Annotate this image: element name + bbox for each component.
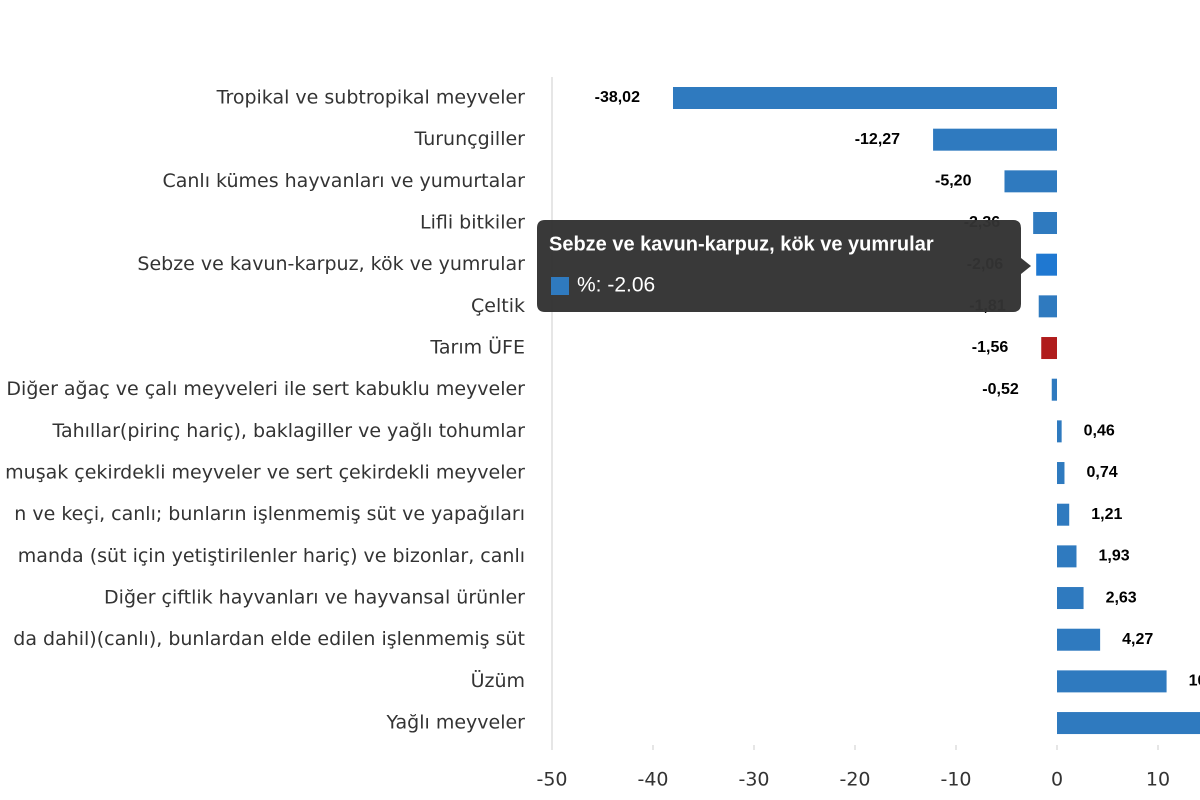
value-label: -5,20 [935, 173, 972, 190]
bar [1004, 170, 1057, 193]
bar [1051, 378, 1057, 401]
category-label: Diğer ağaç ve çalı meyveleri ile sert ka… [6, 378, 525, 400]
bar [933, 128, 1057, 151]
value-label: 1,93 [1098, 548, 1129, 565]
category-label: Lifli bitkiler [420, 212, 525, 234]
bar [1057, 712, 1200, 735]
value-label: 4,27 [1122, 631, 1153, 648]
x-tick-label: -10 [940, 769, 971, 791]
bar [1033, 212, 1057, 235]
category-label: n ve keçi, canlı; bunların işlenmemiş sü… [14, 503, 525, 525]
category-label: Tarım ÜFE [429, 336, 525, 359]
value-label: 2,63 [1106, 589, 1137, 606]
category-label: Üzüm [471, 669, 525, 692]
value-label: 0,46 [1084, 423, 1115, 440]
category-label: da dahil)(canlı), bunlardan elde edilen … [13, 628, 525, 650]
x-tick-label: -40 [637, 769, 668, 791]
category-label: Tropikal ve subtropikal meyveler [216, 87, 526, 109]
bar [1057, 670, 1167, 693]
tooltip-title: Sebze ve kavun-karpuz, kök ve yumrular [549, 233, 934, 255]
value-label: 10,85 [1189, 673, 1200, 690]
tooltip-box [537, 220, 1031, 312]
value-label: 0,74 [1086, 464, 1117, 481]
plot: -50 -40 -30 -20 -10 0 10 Tropikal ve subtropika… [5, 87, 1200, 791]
x-tick-label: 10 [1146, 769, 1170, 791]
bar [1057, 628, 1101, 651]
bar [1057, 503, 1070, 526]
tooltip-text: %: -2.06 [577, 274, 655, 297]
value-label: -12,27 [855, 131, 900, 148]
bar [1038, 295, 1057, 318]
category-label: manda (süt için yetiştirilenler hariç) v… [18, 545, 525, 567]
value-label: -0,52 [982, 381, 1019, 398]
value-label: -1,56 [972, 339, 1009, 356]
bar [1057, 587, 1084, 610]
x-tick-label: -30 [738, 769, 769, 791]
category-label: Çeltik [471, 295, 525, 317]
category-label: Sebze ve kavun-karpuz, kök ve yumrular [137, 253, 525, 275]
x-tick-label: -20 [839, 769, 870, 791]
value-label: -38,02 [595, 89, 640, 106]
category-label: Tahıllar(pirinç hariç), baklagiller ve y… [51, 420, 525, 442]
category-label: muşak çekirdekli meyveler ve sert çekird… [5, 462, 525, 484]
category-label: Turunçgiller [413, 128, 525, 150]
bar [1057, 545, 1077, 568]
x-tick-label: 0 [1051, 769, 1063, 791]
tooltip: Sebze ve kavun-karpuz, kök ve yumrular %… [537, 220, 1031, 312]
bar [1057, 420, 1062, 443]
tooltip-swatch [551, 277, 569, 295]
bar [672, 87, 1057, 109]
x-tick-label: -50 [536, 769, 567, 791]
bar [1057, 462, 1065, 485]
category-label: Diğer çiftlik hayvanları ve hayvansal ür… [104, 587, 525, 609]
bar [1036, 253, 1057, 276]
bar [1041, 337, 1057, 360]
value-label: 1,21 [1091, 506, 1122, 523]
category-label: Yağlı meyveler [386, 712, 526, 734]
category-label: Canlı kümes hayvanları ve yumurtalar [162, 170, 525, 192]
